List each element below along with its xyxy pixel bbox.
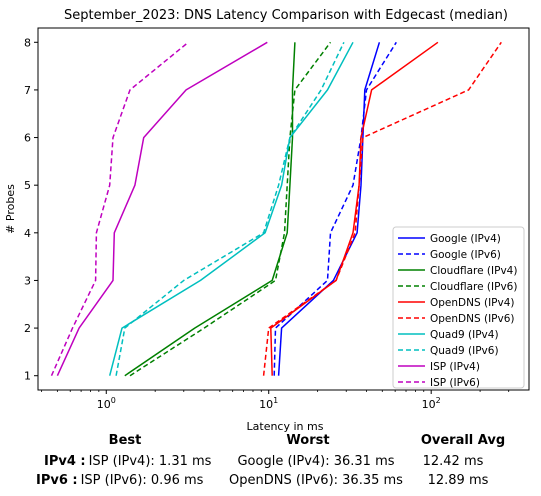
summary-row-ipv6-worst: OpenDNS (IPv6): 36.35 ms (229, 473, 403, 488)
series-line-quad9-ipv6 (115, 41, 345, 376)
x-axis: 100 101 102 (41, 390, 510, 411)
y-tick-label-1: 1 (24, 370, 31, 383)
summary-row-ipv6-best: ISP (IPv6): 0.96 ms (81, 473, 204, 488)
plot-area (37, 27, 530, 391)
summary-header-worst: Worst (286, 433, 329, 448)
summary-row-ipv6-label: IPv6 : (36, 473, 78, 488)
y-tick-label-5: 5 (24, 179, 31, 192)
x-tick-label-1: 100 (97, 396, 116, 411)
y-tick-label-3: 3 (24, 274, 31, 287)
x-tick-label-10: 101 (259, 396, 278, 411)
x-tick-label-100: 102 (422, 396, 441, 411)
series-line-isp-ipv6 (50, 41, 189, 377)
series-line-cloudflare-ipv6 (129, 41, 332, 377)
y-tick-label-4: 4 (24, 227, 31, 240)
series-line-quad9-ipv4 (108, 41, 354, 376)
y-tick-label-6: 6 (24, 132, 31, 145)
legend-box (392, 226, 525, 389)
x-axis-label: Latency in ms (247, 420, 324, 433)
legend-label-opendns-ipv4: OpenDNS (IPv4) (430, 297, 515, 309)
legend-label-isp-ipv6: ISP (IPv6) (430, 377, 480, 389)
summary-row-ipv6-avg: 12.89 ms (428, 473, 489, 488)
series-line-isp-ipv4 (56, 41, 268, 377)
legend: Google (IPv4) Google (IPv6) Cloudflare (IP… (392, 226, 525, 389)
legend-label-cloudflare-ipv4: Cloudflare (IPv4) (430, 265, 517, 277)
summary-header-avg: Overall Avg (421, 433, 505, 448)
summary-row-ipv4-label: IPv4 : (44, 454, 86, 469)
y-tick-label-7: 7 (24, 84, 31, 97)
series-line-opendns-ipv4 (270, 41, 439, 376)
legend-label-quad9-ipv4: Quad9 (IPv4) (430, 329, 499, 341)
y-axis-label: # Probes (4, 184, 17, 234)
chart-title: September_2023: DNS Latency Comparison w… (64, 8, 508, 23)
series-line-google-ipv4 (277, 42, 381, 376)
summary-header-best: Best (109, 433, 142, 448)
legend-label-google-ipv4: Google (IPv4) (430, 233, 501, 245)
y-tick-label-2: 2 (24, 322, 31, 335)
series-line-cloudflare-ipv4 (124, 42, 296, 377)
series-lines (50, 41, 502, 377)
summary-row-ipv4-best: ISP (IPv4): 1.31 ms (89, 454, 212, 469)
legend-label-opendns-ipv6: OpenDNS (IPv6) (430, 313, 515, 325)
y-tick-label-8: 8 (24, 36, 31, 49)
series-line-google-ipv6 (273, 41, 397, 376)
summary-row-ipv4-avg: 12.42 ms (423, 454, 484, 469)
legend-label-isp-ipv4: ISP (IPv4) (430, 361, 480, 373)
summary-table: Best Worst Overall Avg IPv4 : ISP (IPv4)… (36, 433, 505, 488)
summary-row-ipv4-worst: Google (IPv4): 36.31 ms (237, 454, 394, 469)
legend-label-quad9-ipv6: Quad9 (IPv6) (430, 345, 499, 357)
legend-label-google-ipv6: Google (IPv6) (430, 249, 501, 261)
y-axis: 1 2 3 4 5 6 7 8 (24, 36, 38, 383)
legend-label-cloudflare-ipv6: Cloudflare (IPv6) (430, 281, 517, 293)
